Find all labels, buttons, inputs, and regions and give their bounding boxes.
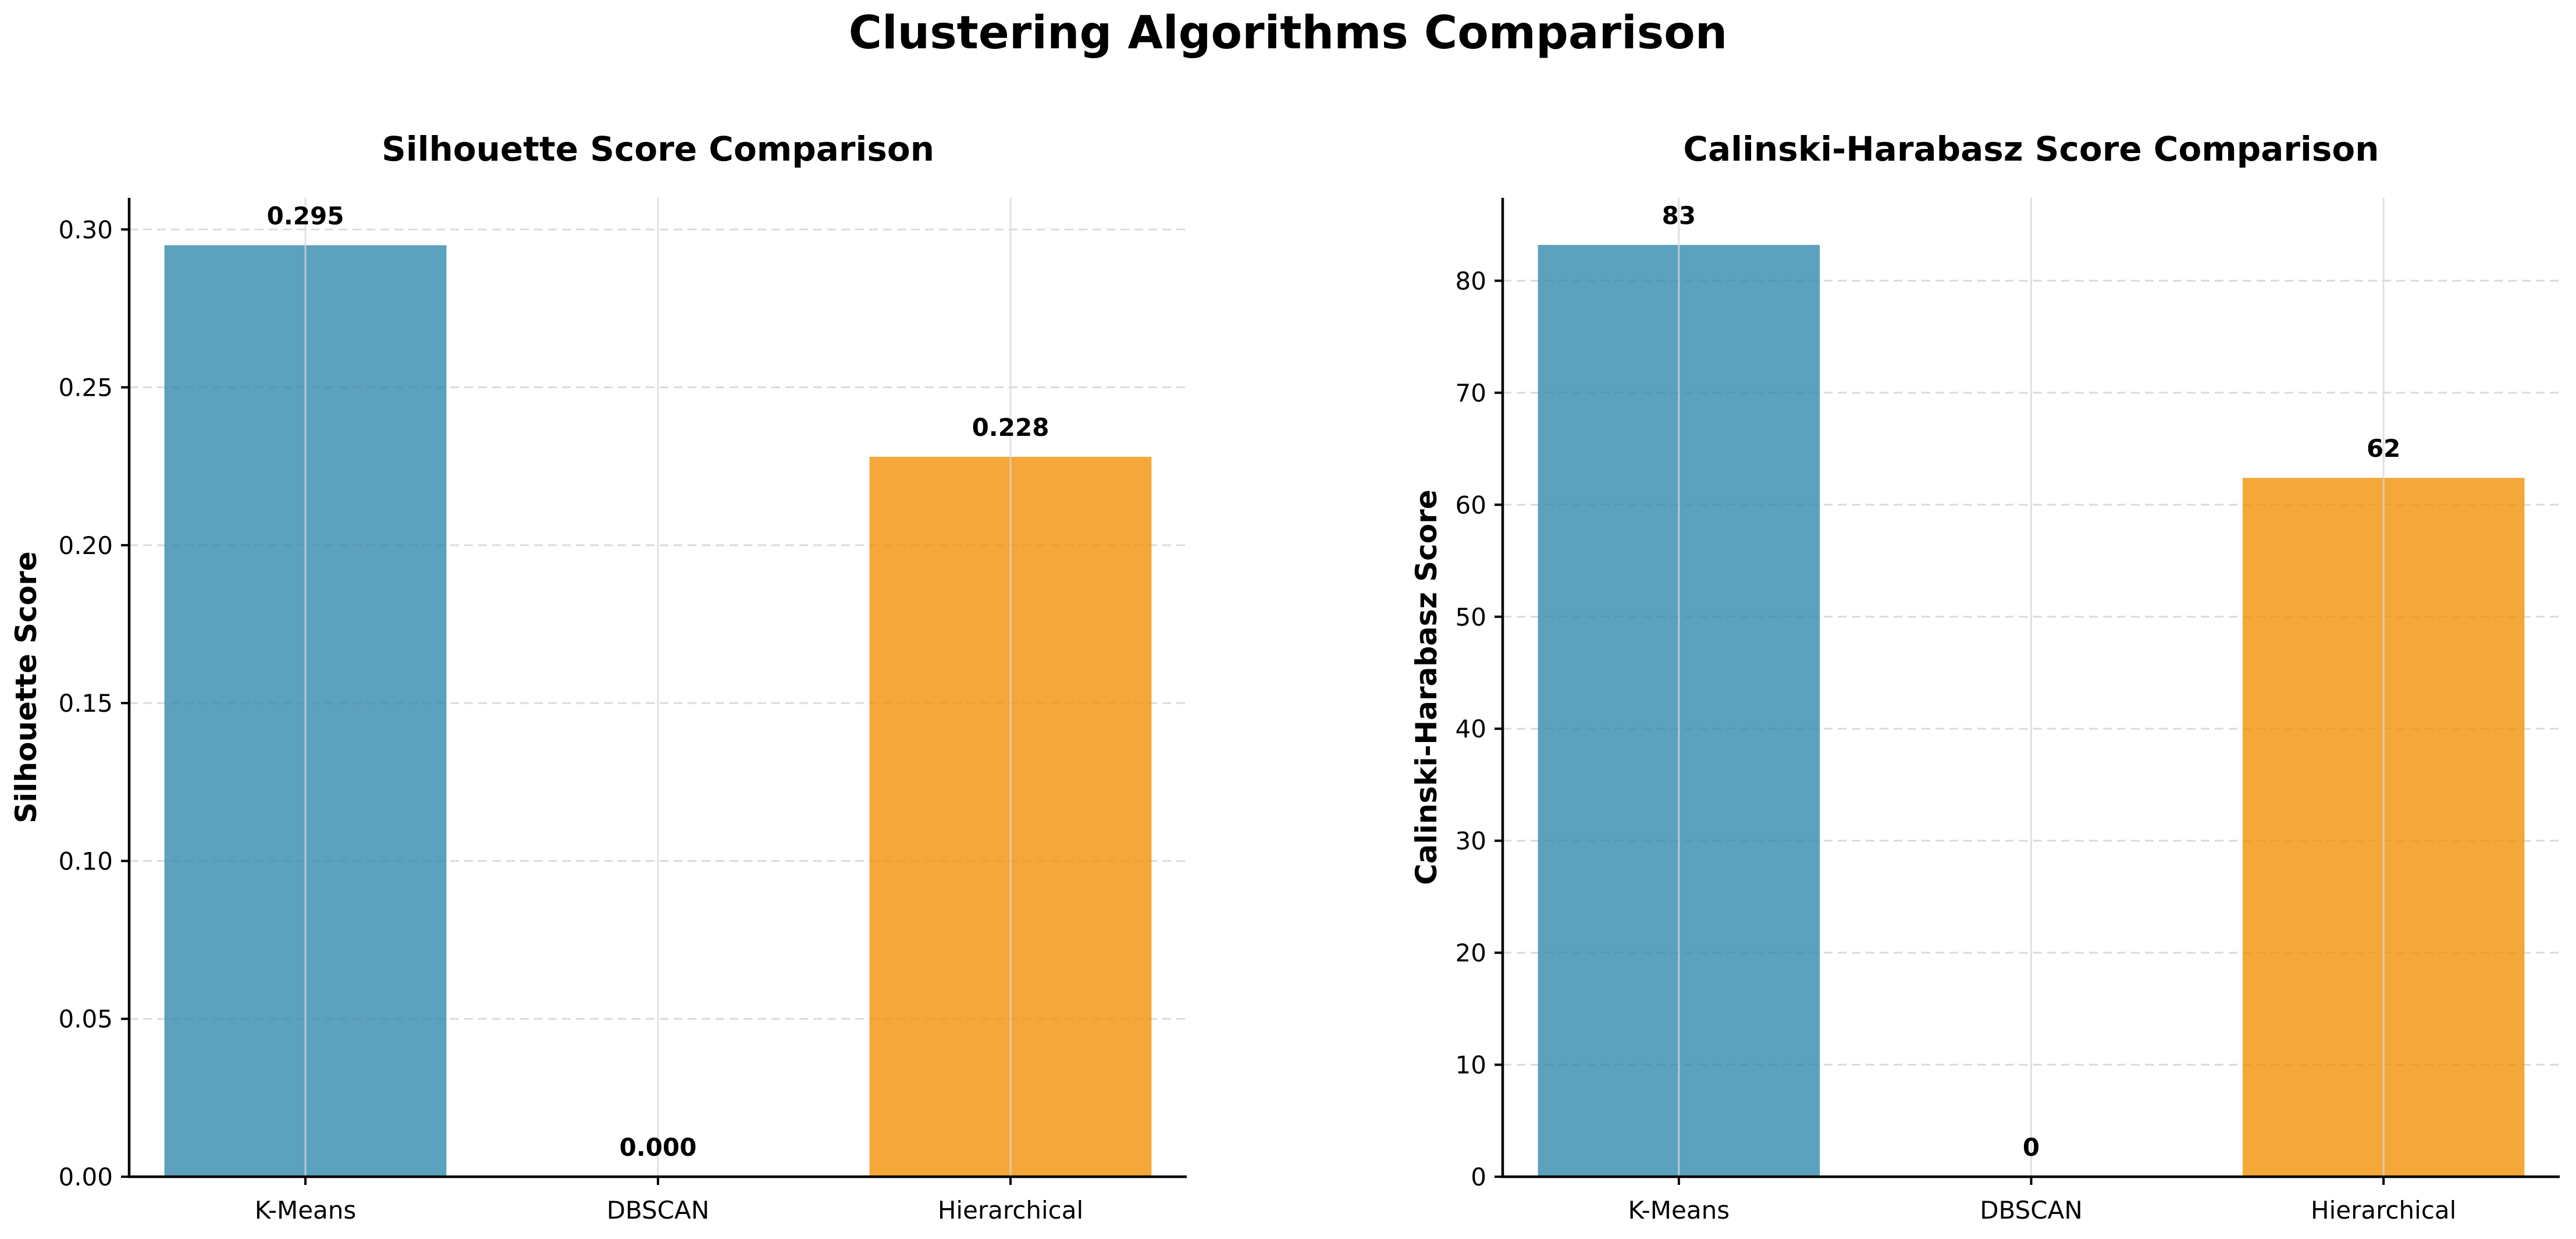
calinski-harabasz-y-tick-label: 50 [1456, 603, 1486, 631]
calinski-harabasz-y-tick-label: 20 [1456, 939, 1486, 967]
silhouette-value-label: 0.228 [972, 413, 1049, 442]
silhouette-x-tick-label: Hierarchical [938, 1196, 1083, 1224]
calinski-harabasz-chart-title: Calinski-Harabasz Score Comparison [1683, 129, 2379, 169]
calinski-harabasz-value-label: 83 [1662, 201, 1696, 230]
silhouette-x-tick-label: K-Means [255, 1196, 357, 1224]
silhouette-y-tick-label: 0.25 [58, 374, 113, 402]
calinski-harabasz-value-label: 0 [2023, 1133, 2040, 1162]
calinski-harabasz-chart-panel: Calinski-Harabasz Score Comparison Calins… [1410, 129, 2560, 1224]
calinski-harabasz-value-label: 62 [2367, 434, 2400, 463]
calinski-harabasz-x-tick-label: K-Means [1628, 1196, 1730, 1224]
silhouette-value-label: 0.295 [267, 201, 344, 230]
calinski-harabasz-x-tick-label: Hierarchical [2311, 1196, 2456, 1224]
calinski-harabasz-y-tick-label: 10 [1456, 1051, 1486, 1080]
silhouette-chart-title: Silhouette Score Comparison [382, 129, 934, 169]
calinski-harabasz-y-tick-label: 80 [1456, 267, 1486, 295]
silhouette-y-tick-label: 0.10 [58, 847, 113, 875]
silhouette-y-tick-label: 0.05 [58, 1005, 113, 1034]
calinski-harabasz-y-tick-label: 40 [1456, 715, 1486, 743]
calinski-harabasz-y-tick-label: 70 [1456, 379, 1486, 407]
figure-title: Clustering Algorithms Comparison [849, 7, 1728, 59]
silhouette-chart-panel: Silhouette Score Comparison Silhouette Sc… [9, 129, 1187, 1224]
silhouette-y-tick-label: 0.00 [58, 1163, 113, 1191]
silhouette-y-tick-label: 0.15 [58, 689, 113, 718]
calinski-harabasz-y-tick-label: 60 [1456, 491, 1486, 519]
calinski-harabasz-y-tick-label: 0 [1471, 1163, 1486, 1191]
silhouette-y-axis-label: Silhouette Score [9, 551, 43, 823]
calinski-harabasz-y-axis-label: Calinski-Harabasz Score [1410, 489, 1443, 885]
silhouette-y-tick-label: 0.20 [58, 531, 113, 560]
calinski-harabasz-x-tick-label: DBSCAN [1980, 1196, 2083, 1224]
silhouette-y-tick-label: 0.30 [58, 215, 113, 244]
silhouette-value-label: 0.000 [620, 1133, 697, 1162]
silhouette-x-tick-label: DBSCAN [607, 1196, 710, 1224]
calinski-harabasz-y-tick-label: 30 [1456, 827, 1486, 855]
